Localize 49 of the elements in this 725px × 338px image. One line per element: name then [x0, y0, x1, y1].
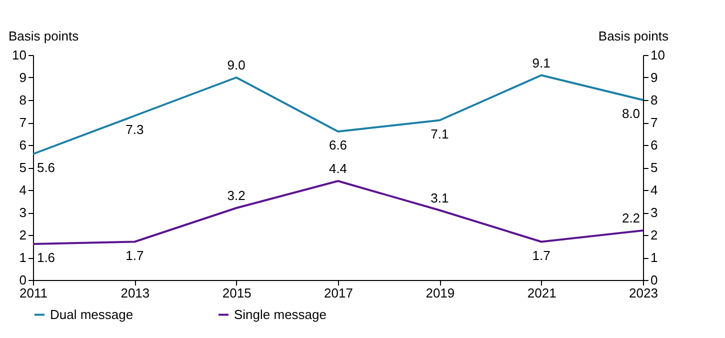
- legend-label: Single message: [234, 306, 326, 322]
- y2-tick-label: 4: [650, 182, 658, 198]
- data-label: 7.1: [430, 126, 449, 142]
- y-tick-label: 6: [19, 138, 26, 152]
- y-tick-label: 2: [19, 228, 26, 242]
- y2-tick-label: 5: [650, 160, 658, 175]
- y2-tick-label: 10: [650, 48, 665, 62]
- data-label: 9.0: [227, 58, 246, 72]
- data-label: 3.2: [227, 188, 246, 203]
- y-tick-label: 5: [19, 160, 26, 175]
- y2-tick-label: 6: [650, 138, 658, 152]
- x-tick-label: 2015: [222, 286, 252, 300]
- y2-tick-label: 1: [650, 250, 658, 265]
- x-tick-label: 2011: [20, 286, 48, 300]
- y2-tick-label: 9: [650, 70, 658, 85]
- data-label: 8.0: [622, 106, 640, 121]
- y2-tick-label: 2: [650, 228, 658, 242]
- data-label: 2.2: [622, 210, 640, 226]
- data-label: 1.6: [36, 250, 56, 265]
- data-label: 6.6: [328, 138, 348, 152]
- x-tick-label: 2021: [527, 286, 556, 300]
- y-tick-label: 7: [19, 115, 26, 130]
- y2-tick-label: 3: [650, 205, 658, 220]
- data-label: 1.7: [126, 248, 144, 263]
- line-series: [32, 180, 644, 245]
- y-tick-label: 9: [19, 70, 26, 85]
- y-tick-label: 4: [19, 182, 26, 198]
- x-tick-label: 2023: [629, 286, 658, 300]
- y-tick-label: 8: [19, 92, 26, 108]
- y-tick-label: 10: [12, 48, 26, 62]
- y2-tick-label: 7: [650, 115, 658, 130]
- y-tick-label: 3: [19, 205, 26, 220]
- data-label: 1.7: [532, 248, 550, 263]
- data-label: 7.3: [126, 122, 144, 137]
- y-axis-title: Basis points: [8, 28, 80, 44]
- y-tick-label: 1: [19, 250, 26, 265]
- data-label: 5.6: [36, 160, 56, 175]
- y2-tick-label: 8: [650, 92, 658, 108]
- y2-tick-label: 0: [650, 272, 658, 288]
- x-tick-label: 2017: [324, 286, 353, 300]
- line-series: [32, 74, 644, 155]
- y-tick-label: 0: [19, 272, 26, 288]
- legend-label: Dual message: [50, 306, 134, 322]
- data-label: 3.1: [430, 190, 449, 206]
- data-label: 9.1: [532, 55, 550, 70]
- x-tick-label: 2019: [426, 286, 455, 300]
- data-label: 4.4: [328, 161, 348, 176]
- y2-axis-title: Basis points: [598, 28, 669, 44]
- x-tick-label: 2013: [120, 286, 150, 300]
